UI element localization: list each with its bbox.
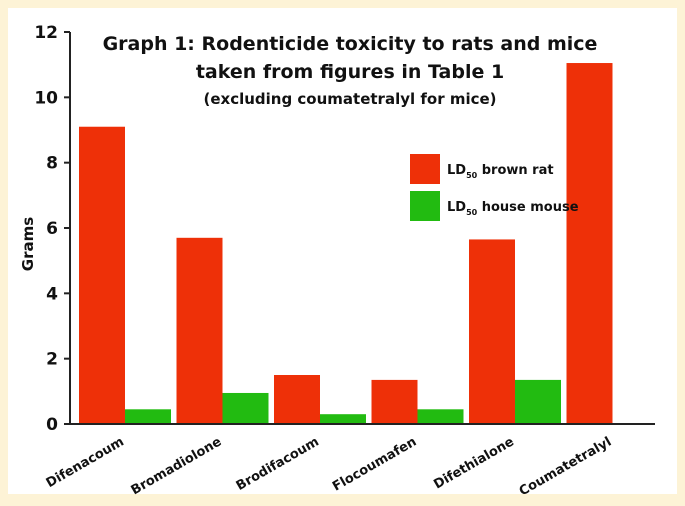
y-ticks-group: 0 2 4 6 8 10 12	[34, 23, 70, 435]
x-tick-label: Difethialone	[431, 434, 516, 492]
x-tick-label: Brodifacoum	[234, 434, 322, 493]
x-tick-label: Difenacoum	[44, 434, 127, 491]
legend-swatch-rat	[410, 154, 440, 184]
legend-label-mouse: LD50 house mouse	[447, 200, 579, 217]
y-tick-label: 4	[46, 284, 58, 304]
bar-rat-flocoumafen	[371, 379, 418, 424]
y-tick-label: 10	[34, 88, 58, 108]
x-tick-label: Bromadiolone	[129, 434, 225, 498]
bar-rat-bromadiolone	[176, 237, 223, 424]
x-tick-label: Coumatetralyl	[517, 434, 614, 499]
bar-mouse-difethialone	[515, 379, 561, 424]
y-tick-label: 8	[46, 154, 58, 174]
bar-rat-brodifacoum	[274, 375, 320, 424]
bar-mouse-difenacoum	[125, 409, 171, 424]
legend-label-rat: LD50 brown rat	[447, 163, 554, 180]
title-line-1: Graph 1: Rodenticide toxicity to rats an…	[103, 33, 598, 55]
bar-rat-coumatetralyl	[566, 63, 613, 425]
legend: LD50 brown rat LD50 house mouse	[410, 154, 579, 221]
bars-group	[79, 63, 613, 425]
y-axis-label: Grams	[19, 217, 37, 271]
bar-mouse-brodifacoum	[320, 414, 366, 424]
title-line-3: (excluding coumatetralyl for mice)	[203, 90, 496, 108]
x-labels-group: Difenacoum Bromadiolone Brodifacoum Flocoum…	[44, 434, 615, 499]
x-tick-label: Flocoumafen	[330, 434, 419, 494]
title-line-2: taken from figures in Table 1	[196, 61, 504, 83]
bar-mouse-flocoumafen	[417, 409, 464, 424]
y-tick-label: 12	[34, 23, 58, 43]
legend-swatch-mouse	[410, 191, 440, 221]
y-tick-label: 2	[46, 350, 58, 370]
bar-rat-difenacoum	[79, 126, 125, 424]
bar-rat-difethialone	[469, 239, 515, 424]
chart-title: Graph 1: Rodenticide toxicity to rats an…	[103, 33, 598, 108]
y-tick-label: 6	[46, 219, 58, 239]
bar-mouse-bromadiolone	[222, 392, 269, 424]
y-tick-label: 0	[46, 415, 58, 435]
